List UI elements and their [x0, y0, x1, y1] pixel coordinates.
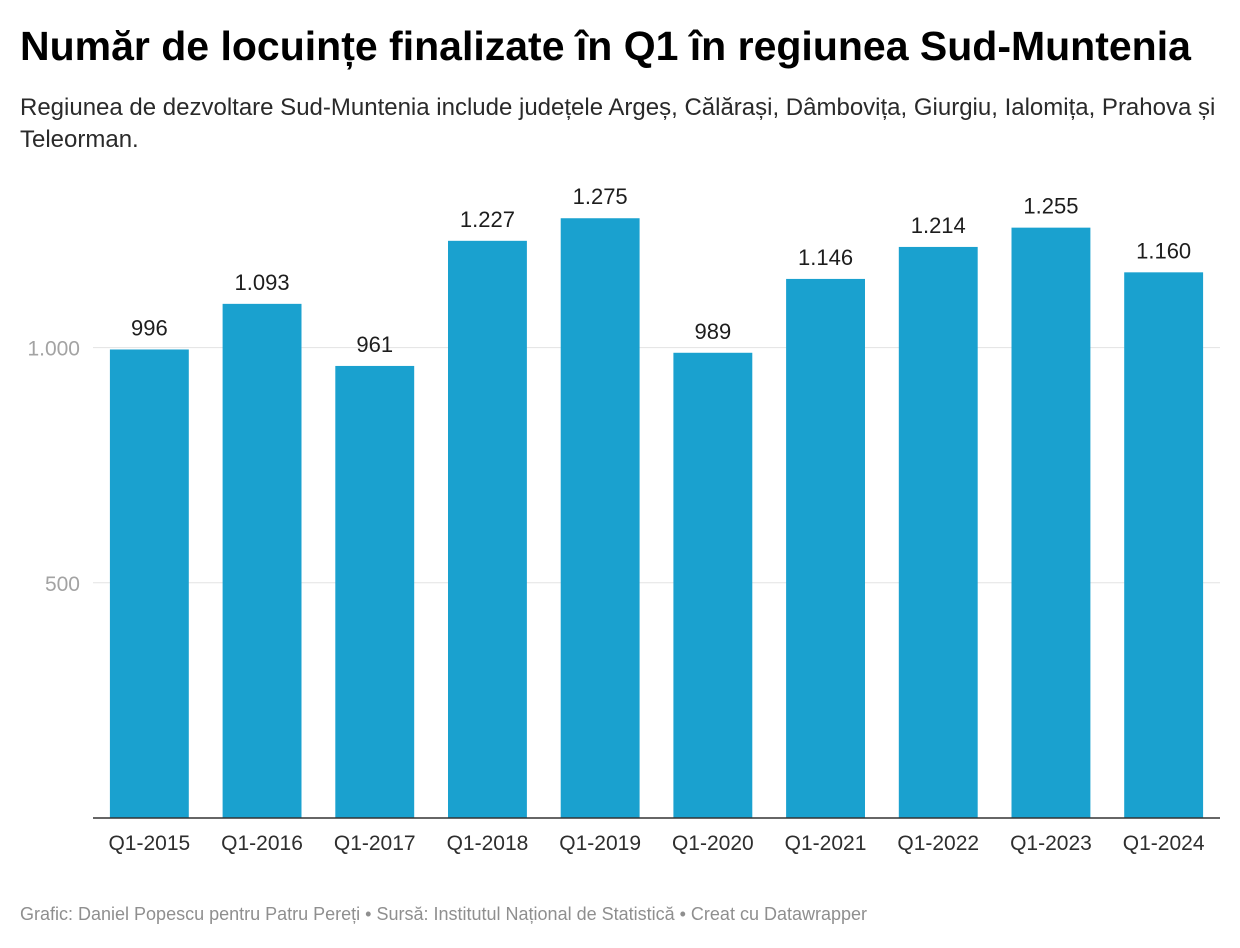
- x-tick-label: Q1-2024: [1123, 832, 1205, 855]
- axes: Q1-2015 Q1-2016 Q1-2017 Q1-2018 Q1-2019 Q1-20…: [93, 817, 1220, 855]
- chart-source-notes: Grafic: Daniel Popescu pentru Patru Pere…: [20, 904, 868, 924]
- data-label: 1.093: [235, 270, 290, 295]
- x-tick-label: Q1-2017: [334, 832, 416, 855]
- data-label: 996: [131, 315, 168, 340]
- bar: [109, 349, 189, 818]
- bar: [335, 365, 415, 818]
- bar: [786, 278, 865, 818]
- bar: [1011, 227, 1091, 818]
- x-tick-label: Q1-2018: [447, 832, 529, 855]
- y-tick-label: 500: [45, 573, 80, 596]
- bar: [560, 218, 640, 819]
- data-label: 1.214: [911, 213, 966, 238]
- x-tick-label: Q1-2021: [785, 832, 867, 855]
- bar-chart: 500 1.000 996 1.093 961 1.227 1.275 989 1.146 1.…: [27, 184, 1220, 855]
- bars: [109, 218, 1204, 819]
- y-tick-label: 1.000: [27, 338, 80, 361]
- x-tick-label: Q1-2019: [559, 832, 641, 855]
- data-label: 1.275: [573, 184, 628, 209]
- x-tick-label: Q1-2015: [108, 832, 190, 855]
- x-tick-label: Q1-2016: [221, 832, 303, 855]
- bar: [222, 303, 302, 818]
- bar: [673, 352, 753, 818]
- x-tick-label: Q1-2023: [1010, 832, 1092, 855]
- x-tick-label: Q1-2020: [672, 832, 754, 855]
- data-label: 961: [356, 332, 393, 357]
- data-label: 989: [694, 319, 731, 344]
- x-tick-label: Q1-2022: [897, 832, 979, 855]
- chart-subtitle: Regiunea de dezvoltare Sud-Muntenia incl…: [20, 94, 1216, 153]
- bar: [448, 240, 527, 818]
- data-label: 1.227: [460, 207, 515, 232]
- data-label: 1.255: [1023, 194, 1078, 219]
- chart-title: Număr de locuințe finalizate în Q1 în re…: [20, 23, 1191, 69]
- data-label: 1.160: [1136, 238, 1191, 263]
- bar: [1124, 272, 1204, 818]
- data-label: 1.146: [798, 245, 853, 270]
- data-labels: 996 1.093 961 1.227 1.275 989 1.146 1.214 1.255 1…: [131, 184, 1191, 357]
- bar: [898, 246, 978, 819]
